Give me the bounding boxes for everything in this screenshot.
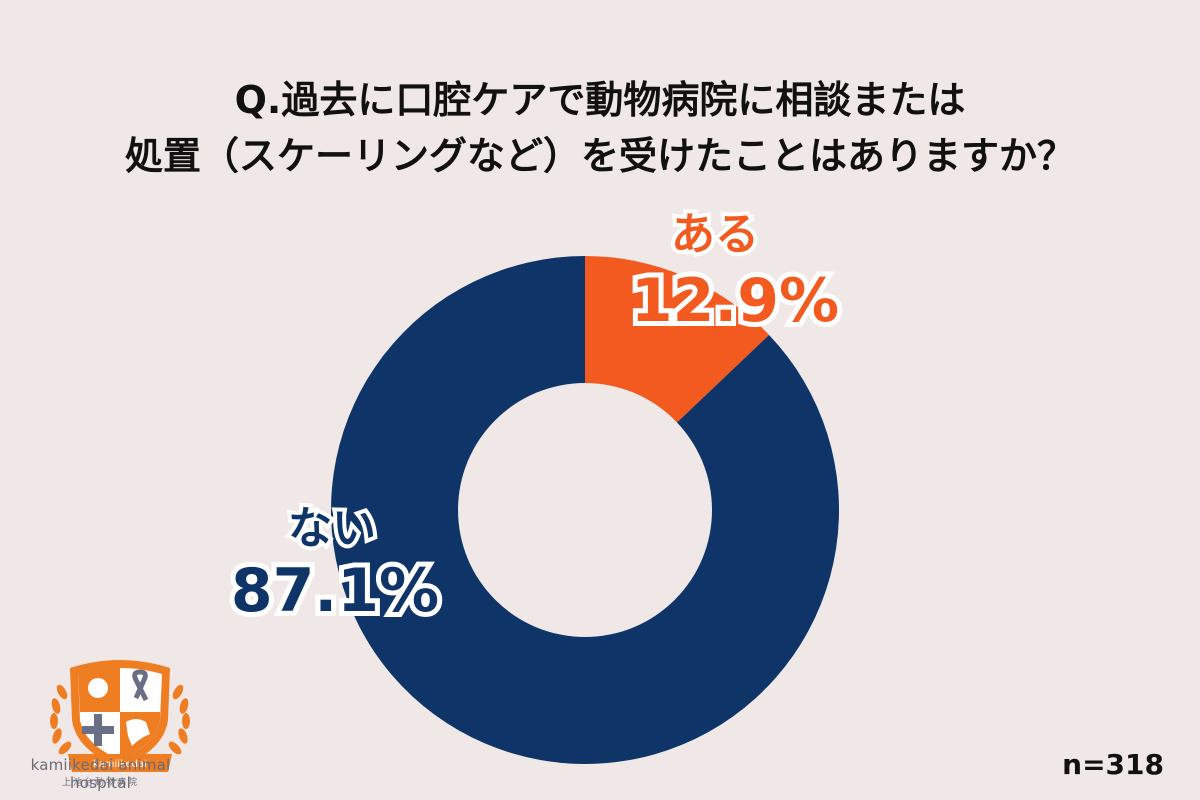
badge-banner [68,754,172,772]
cat-silhouette-icon [88,678,108,698]
hospital-name-ja: 上池台動物病院 [61,778,139,788]
ribbon-icon [132,669,149,702]
dog-silhouette-icon [126,719,150,746]
hospital-name-en: kamiikedai animal hospital [30,756,171,792]
slice-value-yes: 12.9% [626,261,844,341]
sample-size-label: n=318 [1062,748,1164,781]
medical-cross-icon [82,714,114,746]
slice-label-yes: ある [667,205,763,264]
laurel-right-icon [168,684,190,755]
chart-title-line-1: Q.過去に口腔ケアで動物病院に相談または [234,78,966,122]
hospital-logo: kamiikedai [50,660,190,772]
donut-hole [458,383,712,637]
badge-text: kamiikedai [93,759,147,770]
chart-title: Q.過去に口腔ケアで動物病院に相談または 処置（スケーリングなど）を受けたことは… [0,72,1200,184]
slice-value-no: 87.1% [226,551,444,631]
laurel-left-icon [50,684,72,755]
chart-title-line-2: 処置（スケーリングなど）を受けたことはありますか？ [124,134,1075,178]
slice-label-no: ない [284,499,380,558]
